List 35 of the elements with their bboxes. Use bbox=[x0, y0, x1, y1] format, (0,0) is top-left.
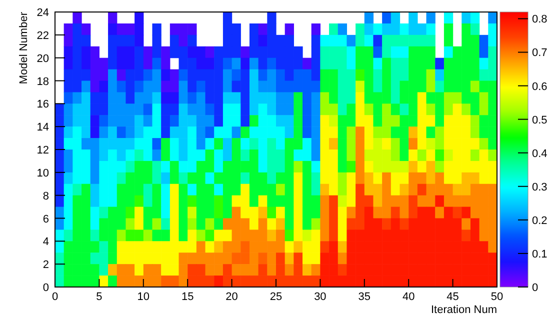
y-tick-label: 18 bbox=[36, 76, 49, 88]
y-tick-label: 14 bbox=[36, 122, 49, 134]
y-axis-title: Model Number bbox=[18, 12, 30, 84]
color-bar-label: 0.6 bbox=[532, 80, 548, 93]
x-tick-label: 0 bbox=[52, 291, 58, 303]
x-tick-label: 30 bbox=[314, 291, 326, 303]
y-tick-label: 4 bbox=[42, 236, 49, 248]
y-tick-label: 6 bbox=[42, 213, 49, 226]
x-tick-label: 50 bbox=[490, 291, 504, 303]
x-axis-title: Iteration Num bbox=[430, 304, 497, 316]
y-tick-label: 2 bbox=[42, 259, 49, 272]
x-tick-label: 20 bbox=[226, 291, 238, 303]
color-bar-label: 0.7 bbox=[532, 47, 548, 60]
y-tick-label: 16 bbox=[36, 98, 49, 111]
y-tick-label: 22 bbox=[36, 30, 49, 42]
y-tick-label: 10 bbox=[36, 167, 49, 180]
x-tick-label: 15 bbox=[181, 291, 194, 303]
y-tick-label: 12 bbox=[36, 144, 49, 156]
x-tick-label: 45 bbox=[446, 291, 459, 303]
y-tick-label: 24 bbox=[36, 7, 49, 19]
y-tick-label: 8 bbox=[42, 190, 49, 202]
color-bar-label: 0.2 bbox=[532, 214, 548, 227]
x-tick-label: 25 bbox=[270, 291, 282, 303]
x-tick-label: 35 bbox=[358, 291, 371, 303]
y-tick-label: 20 bbox=[36, 52, 49, 65]
y-tick-label: 0 bbox=[42, 282, 49, 294]
color-bar-label: 0 bbox=[532, 282, 538, 294]
color-bar-label: 0.1 bbox=[532, 248, 548, 260]
color-bar-label: 0.3 bbox=[532, 181, 548, 194]
color-bar-label: 0.5 bbox=[532, 114, 548, 126]
color-bar-label: 0.4 bbox=[532, 148, 548, 160]
x-tick-label: 5 bbox=[96, 291, 102, 303]
x-tick-label: 40 bbox=[402, 291, 415, 303]
color-bar-label: 0.8 bbox=[532, 14, 548, 26]
x-tick-label: 10 bbox=[137, 291, 150, 303]
